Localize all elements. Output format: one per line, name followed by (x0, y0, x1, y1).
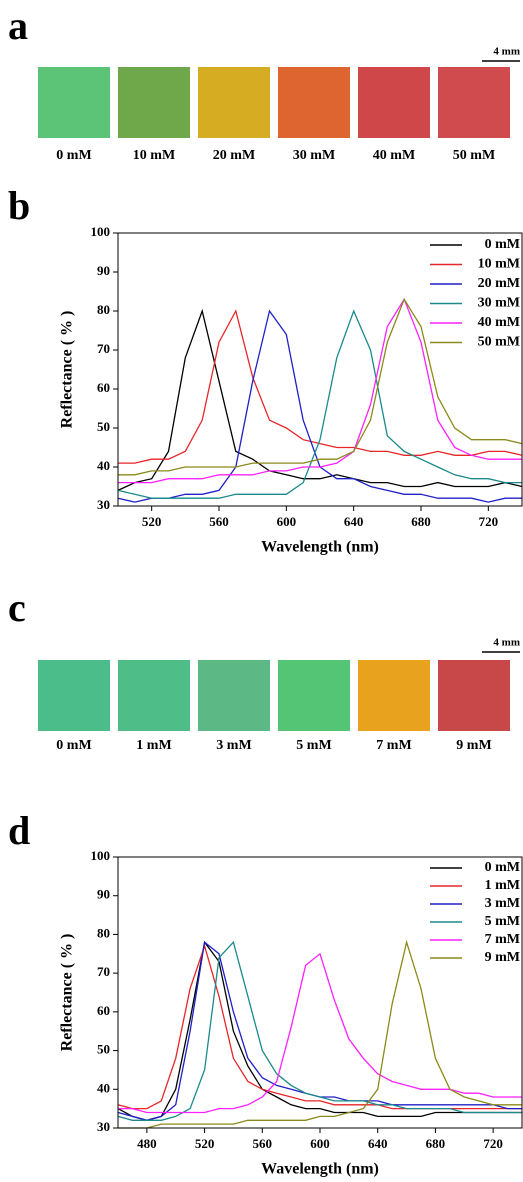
swatch-label: 40 mM (373, 148, 415, 163)
swatch-label: 20 mM (213, 148, 255, 163)
swatch (38, 67, 110, 138)
x-tick-label: 600 (310, 1136, 330, 1151)
x-axis-label: Wavelength (nm) (261, 1161, 379, 1178)
scale-bar-label: 4 mm (493, 637, 520, 649)
y-tick-label: 30 (97, 1119, 110, 1134)
x-tick-label: 720 (483, 1136, 503, 1151)
swatch-label: 0 mM (56, 148, 91, 163)
swatch-label: 3 mM (216, 738, 251, 753)
y-tick-label: 100 (91, 224, 111, 239)
swatch (118, 660, 190, 731)
series-line (117, 940, 522, 1121)
series-line (117, 940, 522, 1121)
plot-frame (117, 856, 523, 1129)
panel-label: c (8, 585, 26, 630)
y-tick-label: 70 (97, 964, 110, 979)
legend-label: 0 mM (485, 237, 520, 252)
legend-label: 10 mM (478, 257, 520, 272)
swatch (118, 67, 190, 138)
legend-label: 7 mM (485, 932, 520, 947)
x-tick-label: 560 (253, 1136, 273, 1151)
x-tick-label: 680 (426, 1136, 446, 1151)
series-line (117, 309, 522, 499)
y-tick-label: 50 (97, 1042, 110, 1057)
swatch (438, 67, 510, 138)
x-tick-label: 560 (209, 514, 229, 529)
y-tick-label: 100 (91, 848, 111, 863)
swatch-label: 0 mM (56, 738, 91, 753)
x-tick-label: 520 (195, 1136, 215, 1151)
swatch-label: 5 mM (296, 738, 331, 753)
y-tick-label: 70 (97, 341, 110, 356)
scale-bar-label: 4 mm (493, 46, 520, 58)
x-tick-label: 680 (411, 514, 431, 529)
y-axis-label: Reflectance ( % ) (59, 311, 76, 429)
panel-label: d (8, 808, 30, 853)
legend-label: 5 mM (485, 914, 520, 929)
panel-label: a (8, 3, 28, 48)
y-tick-label: 80 (97, 302, 110, 317)
series-line (117, 940, 522, 1121)
swatch-label: 30 mM (293, 148, 335, 163)
legend-label: 20 mM (478, 276, 520, 291)
y-tick-label: 90 (97, 263, 110, 278)
y-tick-label: 80 (97, 925, 110, 940)
y-tick-label: 90 (97, 887, 110, 902)
x-tick-label: 720 (479, 514, 499, 529)
swatch-label: 7 mM (376, 738, 411, 753)
swatch (438, 660, 510, 731)
legend-label: 9 mM (485, 950, 520, 965)
series-line (118, 952, 522, 1114)
swatch (278, 660, 350, 731)
series-line (117, 943, 522, 1110)
y-tick-label: 60 (97, 380, 110, 395)
y-tick-label: 30 (97, 497, 110, 512)
swatch (198, 660, 270, 731)
swatch (358, 660, 430, 731)
x-axis-label: Wavelength (nm) (261, 539, 379, 556)
x-tick-label: 520 (142, 514, 162, 529)
swatch (38, 660, 110, 731)
swatch (198, 67, 270, 138)
swatch-label: 50 mM (453, 148, 495, 163)
x-tick-label: 640 (368, 1136, 388, 1151)
y-tick-label: 60 (97, 1003, 110, 1018)
swatch-label: 10 mM (133, 148, 175, 163)
series-line (117, 309, 522, 503)
swatch (358, 67, 430, 138)
series-line (118, 939, 522, 1129)
legend-label: 1 mM (485, 878, 520, 893)
swatch-label: 9 mM (456, 738, 491, 753)
y-tick-label: 50 (97, 419, 110, 434)
y-axis-label: Reflectance ( % ) (59, 934, 76, 1052)
swatch-label: 1 mM (136, 738, 171, 753)
series-line (117, 308, 523, 491)
y-tick-label: 40 (97, 458, 110, 473)
series-line (118, 297, 522, 484)
swatch (278, 67, 350, 138)
legend-label: 40 mM (478, 315, 520, 330)
x-tick-label: 480 (137, 1136, 157, 1151)
legend-label: 30 mM (478, 296, 520, 311)
x-tick-label: 600 (277, 514, 297, 529)
legend-label: 0 mM (485, 860, 520, 875)
y-tick-label: 40 (97, 1080, 110, 1095)
x-tick-label: 640 (344, 514, 364, 529)
legend-label: 3 mM (485, 896, 520, 911)
legend-label: 50 mM (478, 335, 520, 350)
panel-label: b (8, 183, 30, 228)
series-line (118, 297, 523, 476)
series-line (118, 309, 523, 464)
plot-frame (117, 232, 523, 507)
